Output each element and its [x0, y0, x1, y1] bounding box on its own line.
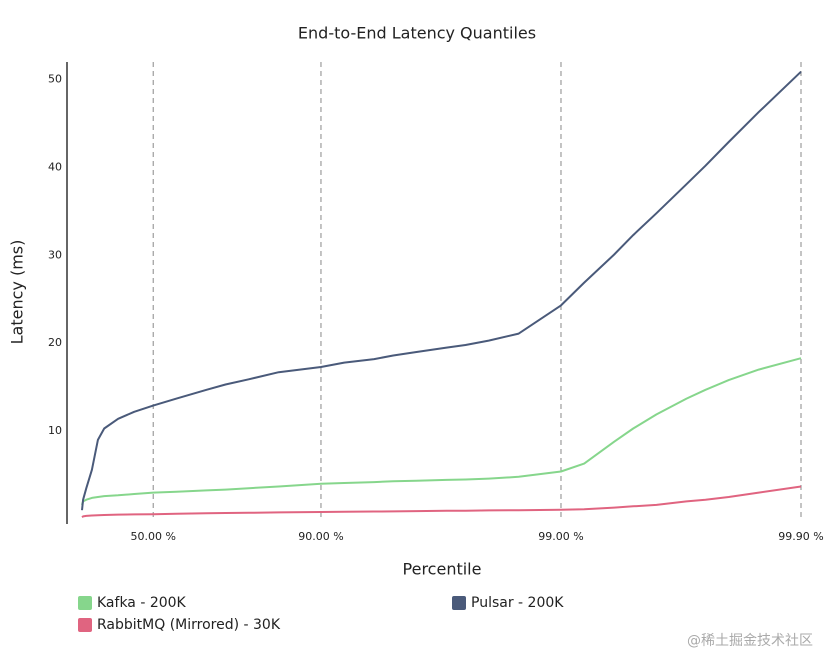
x-tick-label: 50.00 %: [130, 530, 175, 543]
legend-label: Pulsar - 200K: [471, 595, 564, 611]
y-tick-label: 20: [48, 336, 62, 349]
x-tick-label: 99.00 %: [538, 530, 583, 543]
legend-label: RabbitMQ (Mirrored) - 30K: [97, 617, 281, 633]
series-line: [81, 357, 802, 506]
legend-swatch: [78, 596, 92, 610]
y-tick-label: 30: [48, 248, 62, 261]
chart-title: End-to-End Latency Quantiles: [298, 24, 536, 43]
legend-swatch: [452, 596, 466, 610]
y-tick-label: 50: [48, 73, 62, 86]
y-axis-label: Latency (ms): [8, 240, 27, 345]
y-tick-label: 10: [48, 424, 62, 437]
legend-label: Kafka - 200K: [97, 595, 187, 611]
x-tick-label: 90.00 %: [298, 530, 343, 543]
series-line: [81, 485, 802, 519]
x-tick-label: 99.90 %: [778, 530, 823, 543]
x-axis-label: Percentile: [403, 560, 482, 579]
legend-swatch: [78, 618, 92, 632]
series-line: [81, 70, 802, 511]
y-tick-label: 40: [48, 160, 62, 173]
watermark: @稀土掘金技术社区: [687, 633, 813, 649]
